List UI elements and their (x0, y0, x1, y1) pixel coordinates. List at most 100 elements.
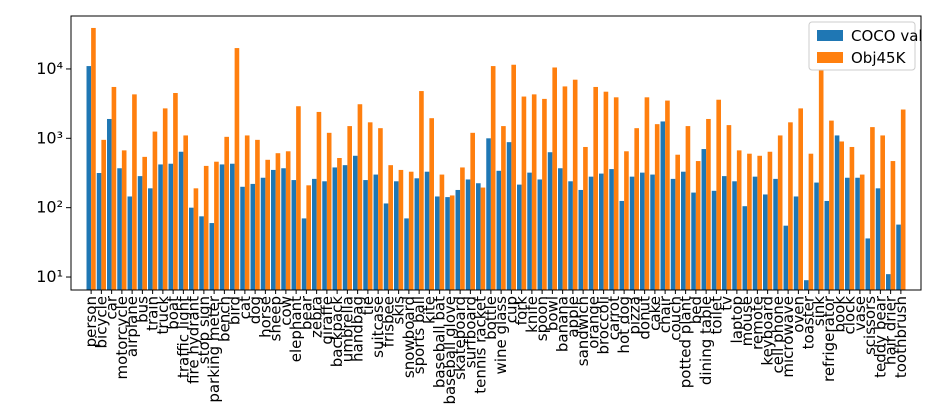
bar (480, 187, 486, 290)
bar (804, 280, 809, 290)
bar (763, 194, 768, 290)
bar (547, 152, 553, 290)
x-tick-label: spoon (533, 296, 551, 341)
bar (675, 154, 680, 290)
bar (86, 66, 92, 290)
bar (537, 179, 543, 290)
bar (219, 164, 225, 290)
bar (542, 98, 547, 291)
bar (291, 180, 297, 290)
x-tick-label: elephant (287, 296, 305, 362)
y-tick-label: 10² (36, 198, 63, 217)
bar (552, 67, 557, 291)
x-tick-label: pizza (625, 296, 643, 335)
bar (281, 168, 286, 290)
bar (798, 108, 803, 291)
legend-label: Obj45K (851, 49, 907, 67)
x-tick-label: sink (810, 296, 828, 326)
bar (132, 94, 137, 290)
x-tick-label: truck (154, 296, 172, 335)
bar (486, 138, 491, 290)
bar (629, 176, 635, 290)
bar (583, 146, 588, 290)
bar (839, 141, 844, 290)
x-tick-label: baseball glove (441, 296, 459, 405)
x-tick-label: remote (748, 296, 766, 350)
x-tick-label: couch (666, 296, 684, 341)
bar (255, 139, 260, 290)
x-tick-label: orange (584, 296, 602, 349)
x-tick-label: laptop (728, 296, 746, 343)
bar (619, 200, 625, 290)
bar (875, 188, 881, 290)
bar (685, 126, 691, 291)
bar (306, 185, 311, 290)
bar (859, 174, 865, 290)
bar (654, 124, 660, 290)
bar (414, 178, 420, 290)
x-tick-label: car (103, 295, 121, 319)
bar (117, 168, 122, 290)
bar (665, 100, 670, 290)
x-tick-label: cake (646, 296, 664, 331)
x-tick-label: cat (236, 296, 254, 319)
x-tick-label: zebra (308, 296, 326, 338)
x-tick-label: toaster (800, 295, 818, 349)
x-tick-label: surfboard (461, 296, 479, 368)
bar (91, 27, 96, 291)
x-tick-label: oven (789, 296, 807, 333)
x-tick-label: banana (554, 296, 572, 352)
bar (460, 167, 465, 290)
x-tick-label: knife (523, 296, 541, 333)
x-tick-label: keyboard (759, 296, 777, 366)
x-tick-label: umbrella (338, 296, 356, 362)
bar (326, 132, 332, 290)
x-tick-label: dog (246, 296, 264, 324)
x-tick-label: microwave (779, 296, 797, 378)
bar (193, 188, 199, 290)
bar (419, 91, 424, 290)
x-tick-label: bicycle (92, 296, 110, 348)
bar (767, 151, 773, 290)
bar (199, 216, 204, 290)
x-tick-label: hot dog (615, 296, 633, 354)
bar (818, 69, 824, 291)
bar (788, 122, 793, 291)
bar (773, 178, 778, 290)
bar (168, 163, 174, 290)
bar (588, 176, 594, 290)
bar (603, 91, 609, 290)
x-tick-label: snowboard (400, 296, 418, 378)
x-tick-label: frisbee (379, 296, 397, 347)
x-tick-label: baseball bat (431, 296, 449, 388)
x-tick-label: boat (164, 296, 182, 330)
bar (793, 196, 799, 290)
bar (880, 135, 885, 290)
bar (435, 196, 440, 290)
x-tick-label: parking meter (205, 295, 223, 402)
bar (111, 86, 117, 290)
bar (455, 189, 461, 290)
bar (845, 177, 850, 290)
bar (650, 174, 655, 290)
bar (408, 171, 414, 290)
x-tick-label: tie (359, 296, 377, 315)
x-tick-label: scissors (861, 296, 879, 355)
bar (711, 190, 717, 290)
bar (173, 93, 178, 290)
bar (183, 135, 188, 290)
bar (490, 66, 496, 290)
x-tick-label: refrigerator (820, 295, 838, 382)
bar (824, 200, 830, 290)
x-tick-label: teddy bear (871, 295, 889, 378)
x-tick-label: bottle (482, 296, 500, 340)
bar (886, 274, 891, 290)
bar (783, 225, 789, 290)
bar (107, 118, 112, 290)
x-tick-label: chair (656, 295, 674, 333)
bar (127, 196, 133, 290)
bar (501, 126, 506, 291)
x-tick-label: person (82, 296, 100, 347)
bar (224, 136, 229, 290)
bar (203, 165, 209, 290)
